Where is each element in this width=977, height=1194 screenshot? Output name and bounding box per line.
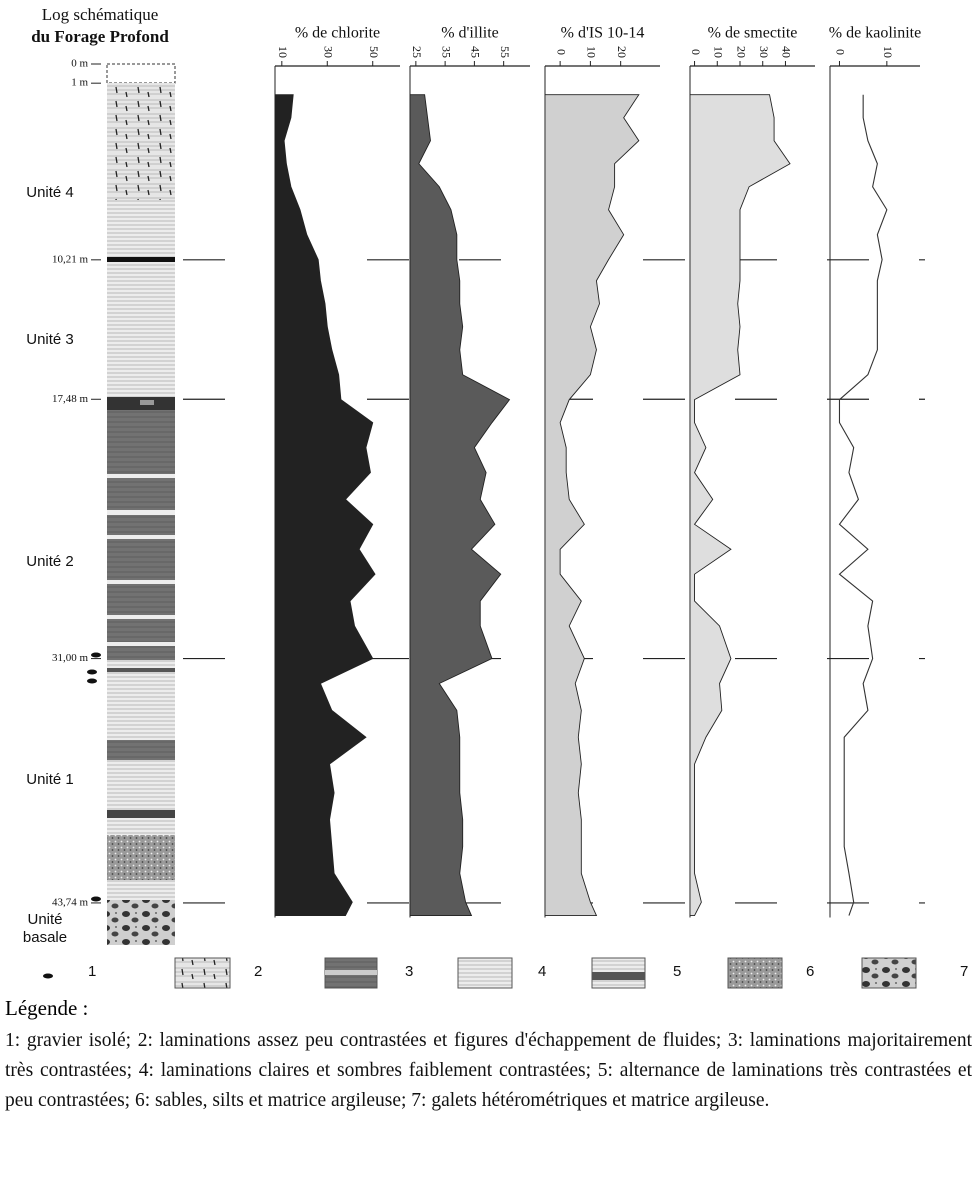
x-tick-label: 0 xyxy=(689,49,703,55)
x-tick-label: 20 xyxy=(734,46,748,58)
log-segment xyxy=(107,700,175,740)
legend-symbol xyxy=(458,958,512,988)
depth-label: 0 m xyxy=(71,58,88,70)
gravel xyxy=(87,679,97,684)
legend-label: 1 xyxy=(88,963,96,980)
x-tick-label: 30 xyxy=(757,46,771,58)
depth-label: 17,48 m xyxy=(52,393,89,405)
x-tick-label: 50 xyxy=(367,46,381,58)
legend-symbol xyxy=(43,974,53,979)
unit-label: Unité 4 xyxy=(26,184,74,201)
gravel xyxy=(87,670,97,675)
x-tick-label: 20 xyxy=(615,46,629,58)
figure: Log schématique du Forage Profond Unité … xyxy=(0,0,977,995)
legend-label: 7 xyxy=(960,963,968,980)
unit-label: Unité 1 xyxy=(26,771,74,788)
log-segment xyxy=(107,740,175,760)
log-column xyxy=(87,64,175,945)
log-segment xyxy=(107,474,175,478)
legend-label: 3 xyxy=(405,963,413,980)
log-segment xyxy=(107,880,175,900)
panel-title: % d'IS 10-14 xyxy=(561,25,645,42)
area xyxy=(275,95,375,916)
x-tick-label: 45 xyxy=(469,46,483,58)
legend-label: 5 xyxy=(673,963,681,980)
unit-label: Unité xyxy=(27,911,62,928)
page: Log schématique du Forage Profond Unité … xyxy=(0,0,977,1194)
x-tick-label: 35 xyxy=(439,46,453,58)
depth-label: 31,00 m xyxy=(52,652,89,664)
panel-title: % de chlorite xyxy=(295,25,380,42)
legend-symbol xyxy=(325,970,377,975)
log-segment xyxy=(107,580,175,584)
legend-label: 2 xyxy=(254,963,262,980)
x-tick-label: 40 xyxy=(780,46,794,58)
log-segment xyxy=(107,200,175,257)
gravel xyxy=(91,653,101,658)
x-tick-label: 55 xyxy=(498,46,512,58)
log-segment xyxy=(107,660,175,700)
depth-label: 43,74 m xyxy=(52,896,89,908)
area xyxy=(410,95,510,916)
log-segment xyxy=(107,535,175,539)
log-segment xyxy=(107,810,175,818)
legend-label: 4 xyxy=(538,963,546,980)
panel-title: % de kaolinite xyxy=(829,25,921,42)
line xyxy=(839,95,886,916)
log-segment xyxy=(107,83,175,200)
legend-symbol xyxy=(862,958,916,988)
depth-label: 10,21 m xyxy=(52,253,89,265)
unit-label: Unité 3 xyxy=(26,331,74,348)
log-segment xyxy=(107,760,175,810)
x-tick-label: 10 xyxy=(712,46,726,58)
legend-symbols: 1 2 3 4 5 6 7 xyxy=(43,958,968,988)
log-title: du Forage Profond xyxy=(31,27,169,46)
x-tick-label: 10 xyxy=(276,46,290,58)
legend-symbol xyxy=(728,958,782,988)
log-segment xyxy=(140,400,154,405)
log-segment xyxy=(107,262,175,397)
log-segment xyxy=(107,615,175,619)
log-segment xyxy=(107,64,175,83)
gravel xyxy=(91,897,101,902)
log-segment xyxy=(107,835,175,880)
x-tick-label: 10 xyxy=(881,46,895,58)
log-segment xyxy=(107,642,175,646)
area xyxy=(545,95,639,916)
log-segment xyxy=(107,818,175,835)
log-segment xyxy=(107,900,175,945)
log-title: Log schématique xyxy=(42,5,159,24)
area xyxy=(690,95,790,916)
log-segment xyxy=(107,510,175,515)
x-tick-label: 0 xyxy=(554,49,568,55)
panel-title: % de smectite xyxy=(708,25,798,42)
x-tick-label: 10 xyxy=(585,46,599,58)
unit-label: basale xyxy=(23,929,67,946)
depth-label: 1 m xyxy=(71,77,88,89)
legend-symbol xyxy=(175,958,230,988)
panel-title: % d'illite xyxy=(441,25,499,42)
unit-label: Unité 2 xyxy=(26,553,74,570)
log-segment xyxy=(107,668,175,672)
x-tick-label: 25 xyxy=(410,46,424,58)
log-segment xyxy=(107,257,175,262)
x-tick-label: 30 xyxy=(322,46,336,58)
legend-text: 1: gravier isolé; 2: laminations assez p… xyxy=(5,1026,972,1116)
legend-label: 6 xyxy=(806,963,814,980)
x-tick-label: 0 xyxy=(834,49,848,55)
legend-symbol xyxy=(592,972,645,980)
legend-heading: Légende : xyxy=(5,996,88,1021)
